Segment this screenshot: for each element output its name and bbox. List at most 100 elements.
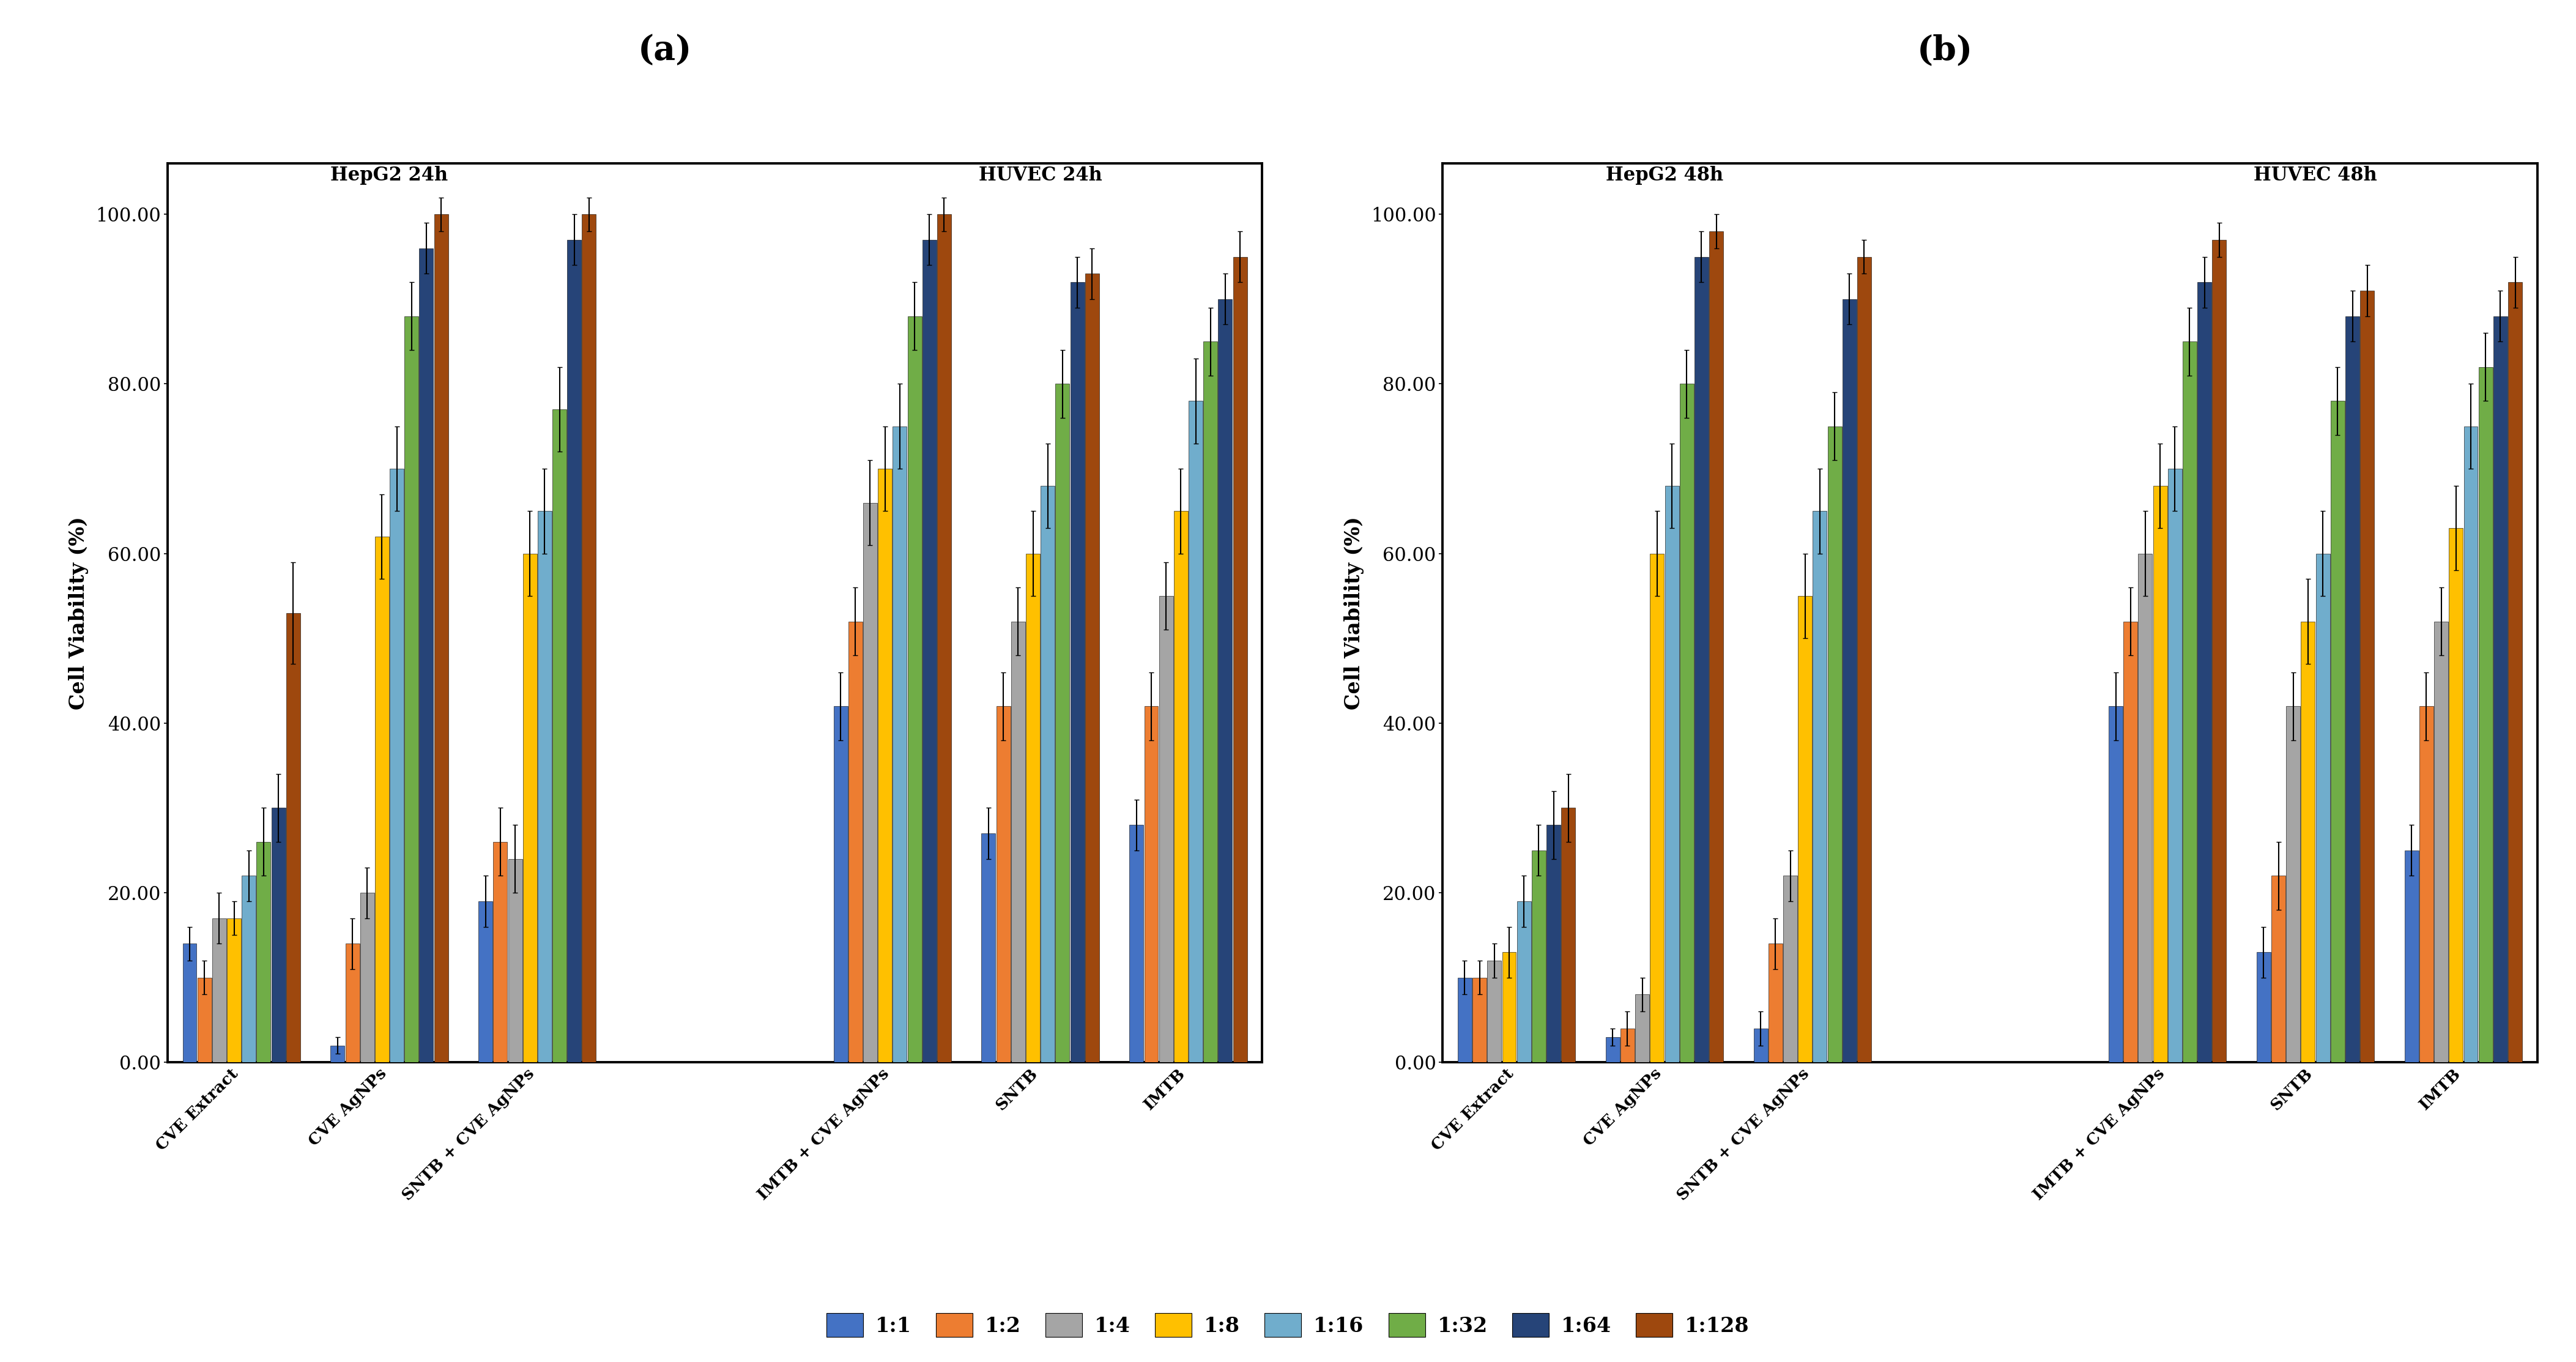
Bar xyxy=(1826,426,1842,1062)
Bar xyxy=(1664,486,1680,1062)
Bar xyxy=(2463,426,2478,1062)
Bar xyxy=(1546,825,1561,1062)
Bar xyxy=(183,944,196,1062)
Bar xyxy=(1680,384,1692,1062)
Bar xyxy=(1203,342,1218,1062)
Bar xyxy=(2300,621,2316,1062)
Bar xyxy=(1710,232,1723,1062)
Bar xyxy=(922,240,938,1062)
Bar xyxy=(1842,300,1857,1062)
Bar xyxy=(1025,553,1041,1062)
Bar xyxy=(2419,706,2434,1062)
Bar xyxy=(507,859,523,1062)
Bar xyxy=(538,511,551,1062)
Bar xyxy=(1651,553,1664,1062)
Text: HepG2 24h: HepG2 24h xyxy=(330,166,448,185)
Bar xyxy=(270,808,286,1062)
Bar xyxy=(981,834,994,1062)
Bar xyxy=(1798,597,1811,1062)
Bar xyxy=(2494,316,2506,1062)
Bar xyxy=(1533,850,1546,1062)
Bar xyxy=(479,902,492,1062)
Bar xyxy=(1069,282,1084,1062)
Bar xyxy=(1056,384,1069,1062)
Bar xyxy=(2509,282,2522,1062)
Bar xyxy=(1458,978,1471,1062)
Bar xyxy=(435,214,448,1062)
Bar xyxy=(2344,316,2360,1062)
Bar xyxy=(878,469,891,1062)
Bar xyxy=(286,613,301,1062)
Bar xyxy=(2403,850,2419,1062)
Bar xyxy=(1084,274,1100,1062)
Bar xyxy=(907,316,922,1062)
Bar xyxy=(1473,978,1486,1062)
Bar xyxy=(1620,1028,1636,1062)
Bar xyxy=(582,214,595,1062)
Bar xyxy=(2182,342,2197,1062)
Text: (a): (a) xyxy=(639,34,690,68)
Bar xyxy=(2197,282,2213,1062)
Bar xyxy=(345,944,361,1062)
Y-axis label: Cell Viability (%): Cell Viability (%) xyxy=(1345,516,1365,710)
Bar xyxy=(1041,486,1054,1062)
Bar xyxy=(1605,1036,1620,1062)
Bar xyxy=(227,918,242,1062)
Bar xyxy=(551,410,567,1062)
Bar xyxy=(1857,256,1870,1062)
Text: HepG2 48h: HepG2 48h xyxy=(1605,166,1723,185)
Bar xyxy=(404,316,417,1062)
Bar xyxy=(198,978,211,1062)
Bar xyxy=(1754,1028,1767,1062)
Bar xyxy=(2450,528,2463,1062)
Bar xyxy=(997,706,1010,1062)
Bar xyxy=(2331,400,2344,1062)
Bar xyxy=(848,621,863,1062)
Bar xyxy=(1486,960,1502,1062)
Bar xyxy=(2213,240,2226,1062)
Legend: 1:1, 1:2, 1:4, 1:8, 1:16, 1:32, 1:64, 1:128: 1:1, 1:2, 1:4, 1:8, 1:16, 1:32, 1:64, 1:… xyxy=(819,1305,1757,1346)
Bar xyxy=(1517,902,1530,1062)
Bar xyxy=(2272,876,2285,1062)
Bar xyxy=(361,892,374,1062)
Bar xyxy=(1783,876,1798,1062)
Bar xyxy=(1814,511,1826,1062)
Bar xyxy=(2287,706,2300,1062)
Bar xyxy=(2110,706,2123,1062)
Bar xyxy=(389,469,404,1062)
Bar xyxy=(2478,366,2494,1062)
Bar xyxy=(2154,486,2166,1062)
Bar xyxy=(1234,256,1247,1062)
Bar xyxy=(2316,553,2329,1062)
Bar xyxy=(2360,290,2375,1062)
Bar xyxy=(1159,597,1172,1062)
Bar xyxy=(1188,400,1203,1062)
Bar xyxy=(376,537,389,1062)
Bar xyxy=(1695,256,1708,1062)
Text: (b): (b) xyxy=(1917,34,1973,68)
Bar xyxy=(894,426,907,1062)
Bar xyxy=(242,876,255,1062)
Bar xyxy=(2257,952,2269,1062)
Text: HUVEC 24h: HUVEC 24h xyxy=(979,166,1103,185)
Bar xyxy=(330,1046,345,1062)
Text: HUVEC 48h: HUVEC 48h xyxy=(2254,166,2378,185)
Bar xyxy=(1561,808,1577,1062)
Bar xyxy=(835,706,848,1062)
Bar xyxy=(1502,952,1517,1062)
Bar xyxy=(1012,621,1025,1062)
Bar xyxy=(1767,944,1783,1062)
Bar xyxy=(1144,706,1159,1062)
Bar xyxy=(1218,300,1231,1062)
Bar xyxy=(567,240,582,1062)
Bar xyxy=(938,214,951,1062)
Bar xyxy=(1636,994,1649,1062)
Bar xyxy=(863,503,878,1062)
Bar xyxy=(1175,511,1188,1062)
Bar xyxy=(523,553,536,1062)
Bar xyxy=(492,842,507,1062)
Bar xyxy=(2169,469,2182,1062)
Bar xyxy=(420,248,433,1062)
Bar xyxy=(2434,621,2447,1062)
Bar xyxy=(1128,825,1144,1062)
